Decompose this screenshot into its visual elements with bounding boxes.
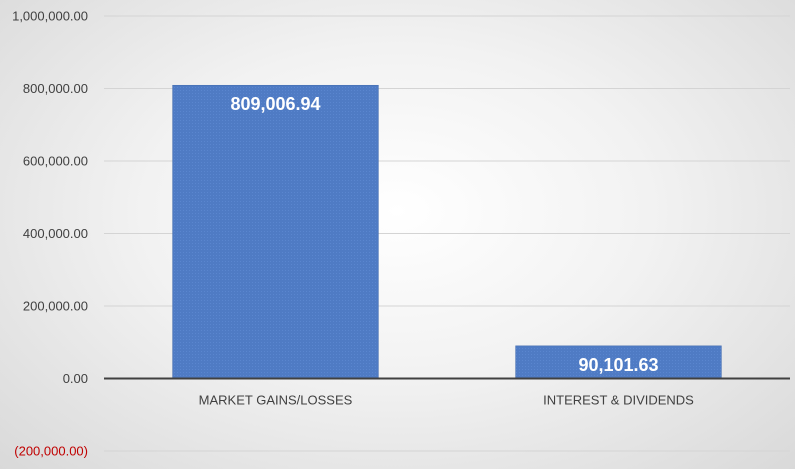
- y-tick-label: 1,000,000.00: [12, 9, 88, 24]
- x-category-label: MARKET GAINS/LOSSES: [199, 393, 353, 408]
- y-tick-label: 400,000.00: [23, 226, 88, 241]
- data-labels: 809,006.94 90,101.63: [230, 94, 658, 375]
- y-tick-label: 600,000.00: [23, 154, 88, 169]
- bar: [172, 84, 379, 379]
- y-axis-tick-labels: 1,000,000.00 800,000.00 600,000.00 400,000.…: [12, 9, 88, 459]
- y-tick-label: 200,000.00: [23, 299, 88, 314]
- y-tick-label: 0.00: [63, 371, 88, 386]
- x-category-label: INTEREST & DIVIDENDS: [543, 393, 694, 408]
- y-tick-label: (200,000.00): [14, 444, 88, 459]
- y-tick-label: 800,000.00: [23, 81, 88, 96]
- bar-data-label: 809,006.94: [230, 94, 320, 114]
- bar-data-label: 90,101.63: [578, 355, 658, 375]
- bars: [172, 84, 722, 379]
- x-axis-category-labels: MARKET GAINS/LOSSES INTEREST & DIVIDENDS: [199, 393, 695, 408]
